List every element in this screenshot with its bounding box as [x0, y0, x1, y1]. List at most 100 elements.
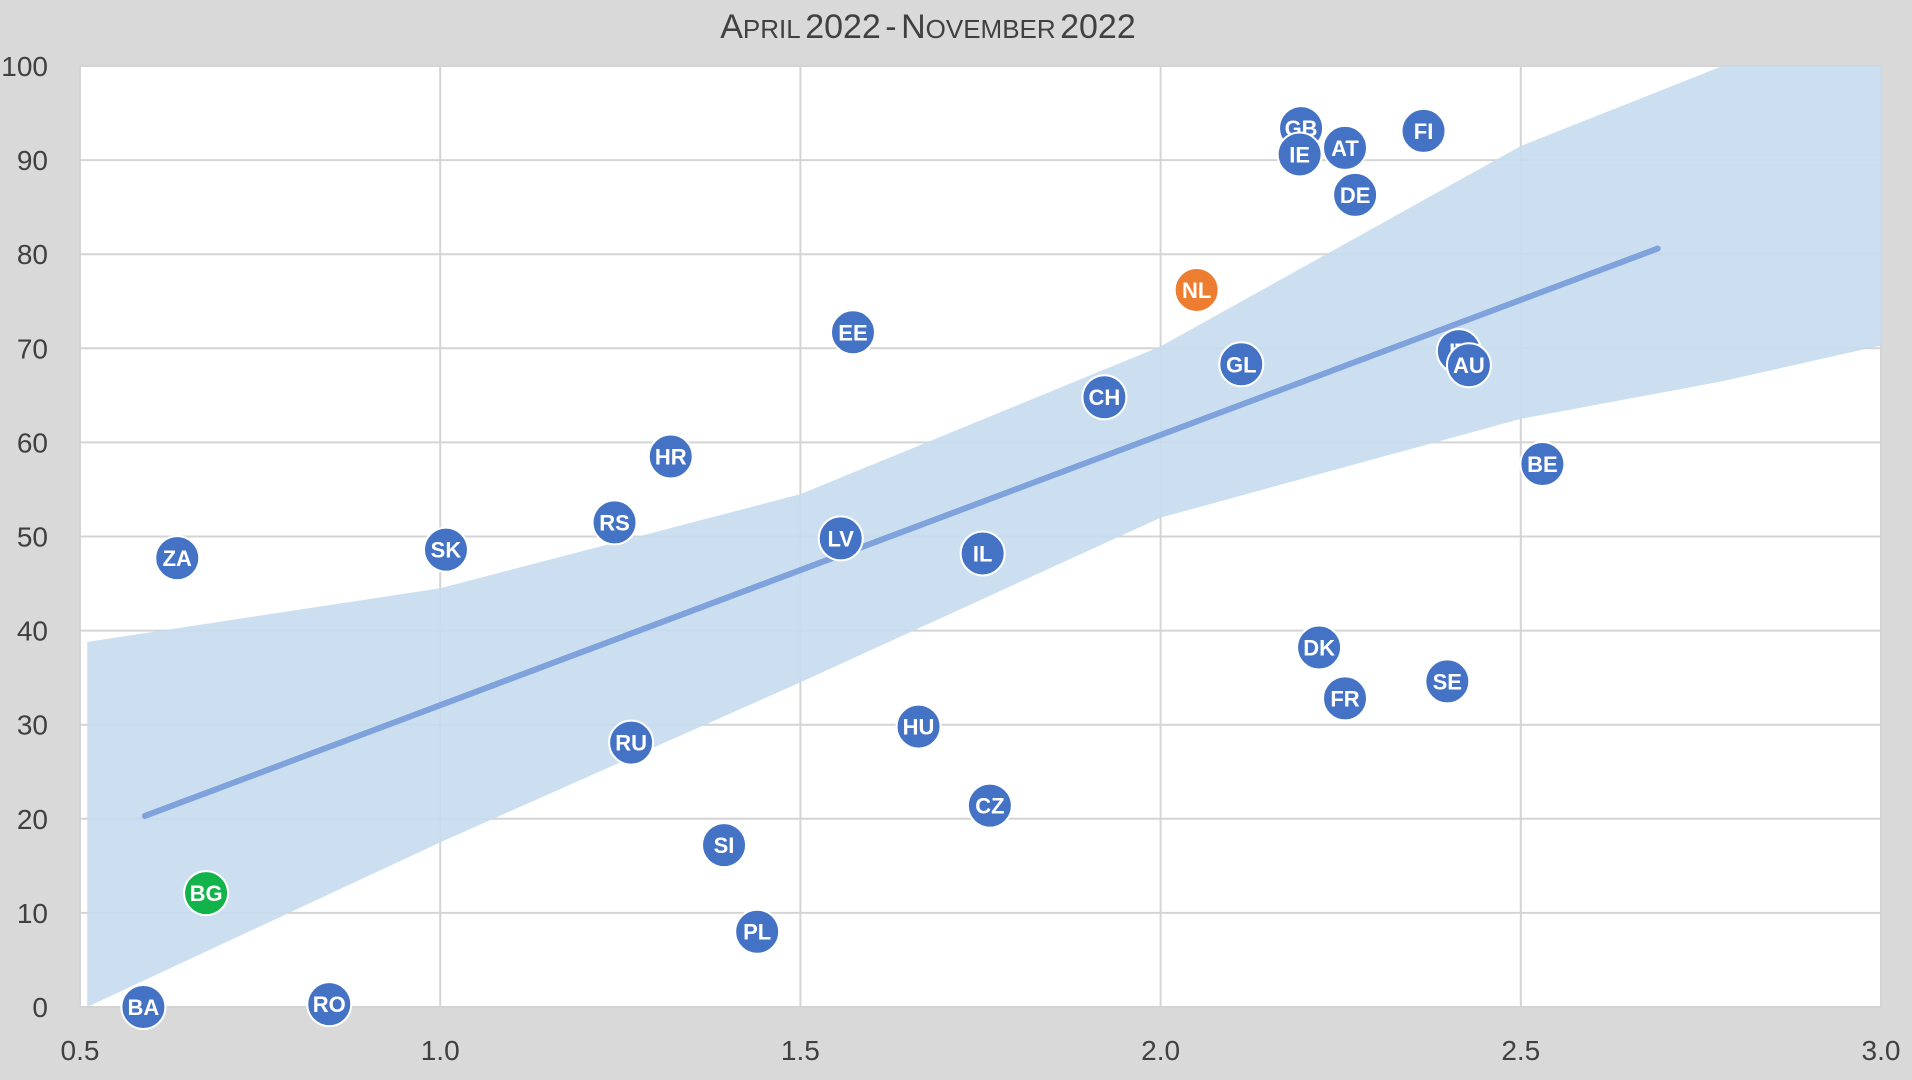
point-label: SK	[431, 538, 462, 563]
point-label: CH	[1089, 385, 1121, 410]
data-point-si: SI	[701, 822, 748, 869]
point-label: DK	[1303, 636, 1335, 661]
point-marker	[1322, 675, 1369, 722]
data-point-nl: NL	[1173, 266, 1220, 313]
point-marker	[1332, 171, 1379, 218]
point-marker	[701, 822, 748, 869]
point-marker	[1445, 342, 1492, 389]
point-marker	[1081, 374, 1128, 421]
axis-labels: 0.5 1.0 1.5 2.0 2.5 3.0 0 10 20 30 40 50 60 70 80 90 100	[1, 51, 1900, 1066]
x-tick-label: 2.5	[1501, 1035, 1540, 1066]
y-tick-label: 100	[1, 51, 48, 82]
data-point-at: AT	[1322, 124, 1369, 171]
y-tick-label: 50	[17, 522, 48, 553]
data-point-se: SE	[1424, 658, 1471, 705]
chart-title: APRIL 2022 - NOVEMBER 2022	[720, 8, 1136, 46]
point-label: AU	[1453, 353, 1485, 378]
data-point-be: BE	[1519, 441, 1566, 488]
data-point-cz: CZ	[966, 782, 1013, 829]
point-label: BE	[1527, 452, 1558, 477]
x-tick-label: 2.0	[1141, 1035, 1180, 1066]
y-tick-label: 70	[17, 333, 48, 364]
data-point-il: IL	[959, 530, 1006, 577]
point-marker	[306, 981, 353, 1028]
data-point-ie: IE	[1276, 131, 1323, 178]
y-tick-label: 80	[17, 239, 48, 270]
point-label: NL	[1182, 278, 1211, 303]
x-tick-label: 1.0	[421, 1035, 460, 1066]
data-point-za: ZA	[154, 535, 201, 582]
point-label: SI	[714, 833, 735, 858]
point-label: GL	[1226, 352, 1257, 377]
point-label: DE	[1340, 183, 1371, 208]
trendline-layer	[141, 245, 1661, 819]
point-label: HR	[655, 445, 687, 470]
data-point-ee: EE	[829, 309, 876, 356]
point-label: BA	[128, 995, 160, 1020]
x-tick-label: 0.5	[61, 1035, 100, 1066]
point-label: LV	[828, 526, 855, 551]
point-marker	[183, 870, 230, 917]
data-point-hr: HR	[647, 433, 694, 480]
point-label: PL	[743, 920, 771, 945]
data-point-ba: BA	[120, 984, 167, 1030]
point-label: CZ	[975, 794, 1004, 819]
point-label: IL	[973, 541, 993, 566]
data-point-ch: CH	[1081, 374, 1128, 421]
data-points: GBIEATFIDENLEEGLITAUCHHRBERSLVSKILZADKSE…	[120, 105, 1566, 1030]
data-point-de: DE	[1332, 171, 1379, 218]
point-label: FR	[1330, 686, 1359, 711]
point-marker	[1276, 131, 1323, 178]
point-marker	[120, 984, 167, 1030]
point-marker	[608, 719, 655, 766]
point-marker	[1322, 124, 1369, 171]
point-marker	[1400, 107, 1447, 154]
trendline	[141, 245, 1661, 819]
point-label: ZA	[163, 546, 192, 571]
data-point-fi: FI	[1400, 107, 1447, 154]
point-label: SE	[1433, 669, 1462, 694]
point-marker	[895, 703, 942, 750]
point-marker	[1296, 624, 1343, 671]
data-point-au: AU	[1445, 342, 1492, 389]
data-point-rs: RS	[591, 499, 638, 546]
point-marker	[1173, 266, 1220, 313]
y-tick-label: 40	[17, 616, 48, 647]
point-label: RO	[313, 992, 346, 1017]
point-label: RS	[599, 510, 630, 535]
point-marker	[817, 515, 864, 562]
point-marker	[1218, 341, 1265, 388]
point-marker	[154, 535, 201, 582]
x-tick-label: 1.5	[781, 1035, 820, 1066]
data-point-bg: BG	[183, 870, 230, 917]
y-tick-label: 30	[17, 710, 48, 741]
point-label: AT	[1331, 136, 1359, 161]
data-point-gl: GL	[1218, 341, 1265, 388]
point-marker	[1519, 441, 1566, 488]
data-point-pl: PL	[734, 908, 781, 955]
point-marker	[734, 908, 781, 955]
data-point-ru: RU	[608, 719, 655, 766]
y-tick-label: 0	[32, 992, 48, 1023]
y-tick-label: 20	[17, 804, 48, 835]
data-point-dk: DK	[1296, 624, 1343, 671]
point-label: FI	[1414, 119, 1434, 144]
point-marker	[966, 782, 1013, 829]
data-point-hu: HU	[895, 703, 942, 750]
point-marker	[422, 526, 469, 573]
y-tick-label: 90	[17, 145, 48, 176]
point-label: RU	[615, 731, 647, 756]
data-point-ro: RO	[306, 981, 353, 1028]
data-point-lv: LV	[817, 515, 864, 562]
y-tick-label: 10	[17, 898, 48, 929]
point-marker	[591, 499, 638, 546]
point-marker	[647, 433, 694, 480]
point-label: BG	[190, 881, 223, 906]
point-label: IE	[1289, 142, 1310, 167]
data-point-fr: FR	[1322, 675, 1369, 722]
point-marker	[1424, 658, 1471, 705]
data-point-sk: SK	[422, 526, 469, 573]
point-marker	[959, 530, 1006, 577]
point-marker	[829, 309, 876, 356]
